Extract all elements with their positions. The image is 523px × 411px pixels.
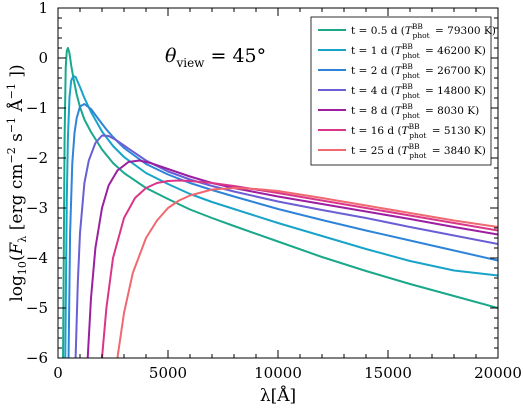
y-tick-label: −3	[26, 199, 48, 217]
legend-entry: t = 0.5 d (TBB phot = 79300 K)	[351, 22, 496, 40]
series-line-2	[64, 75, 498, 358]
legend: t = 0.5 d (TBB phot = 79300 K) t = 1 d (TB…	[310, 16, 496, 166]
view-angle-annotation: θview = 45°	[165, 45, 266, 70]
y-tick-label: −1	[26, 99, 48, 117]
legend-entry: t = 16 d (TBB phot = 5130 K)	[351, 122, 486, 140]
x-tick-label: 5000	[149, 364, 187, 382]
x-tick-label: 10000	[254, 364, 302, 382]
series-layer	[62, 47, 498, 358]
series-line-4	[74, 134, 498, 358]
y-tick-label: −2	[26, 149, 48, 167]
y-axis-label: log10(Fλ [erg cm−2 s−1 Å−1 ])	[5, 64, 29, 301]
x-tick-label: 0	[53, 364, 63, 382]
x-tick-label: 15000	[364, 364, 412, 382]
y-tick-label: 1	[38, 0, 48, 17]
y-tick-label: −4	[26, 249, 48, 267]
y-tick-label: −6	[26, 349, 48, 367]
series-line-5	[86, 159, 498, 358]
legend-entry: t = 2 d (TBB phot = 26700 K)	[351, 62, 486, 80]
legend-entry: t = 4 d (TBB phot = 14800 K)	[351, 82, 486, 100]
legend-entry: t = 8 d (TBB phot = 8030 K)	[351, 102, 479, 120]
series-line-1	[62, 47, 498, 358]
legend-entry: t = 25 d (TBB phot = 3840 K)	[351, 142, 486, 160]
tick-layer: 0 5000 10000 15000 20000 1 0 −1 −2 −3 −4 −5 −6	[26, 0, 522, 382]
x-tick-label: 20000	[474, 364, 522, 382]
series-line-7	[116, 187, 498, 358]
series-line-6	[101, 179, 498, 358]
y-tick-label: 0	[38, 49, 48, 67]
series-line-3	[67, 103, 498, 358]
y-tick-label: −5	[26, 299, 48, 317]
x-axis-label: λ[Å]	[260, 385, 296, 406]
legend-entry: t = 1 d (TBB phot = 46200 K)	[351, 42, 486, 60]
